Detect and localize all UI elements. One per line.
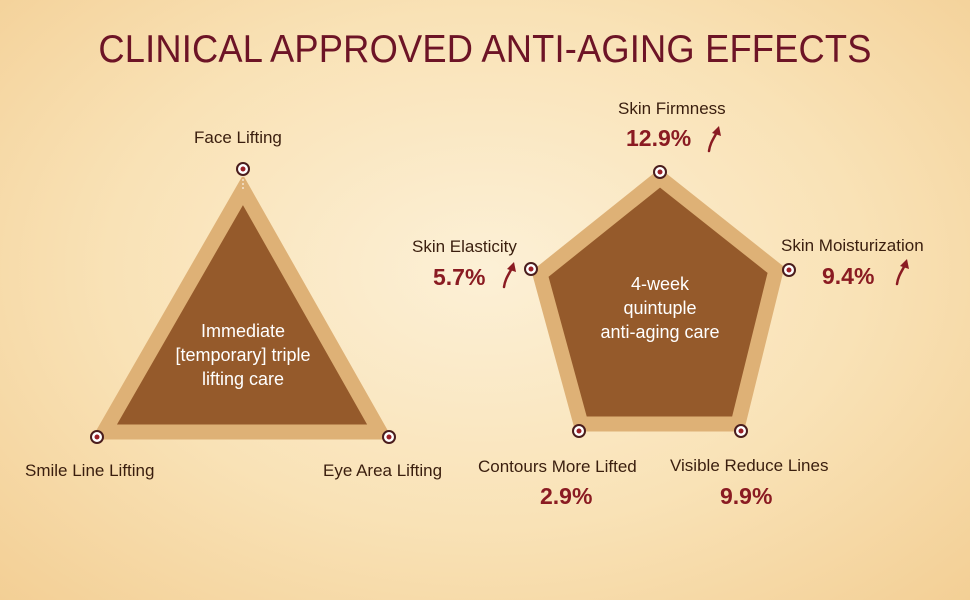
label-contours-more-lifted: Contours More Lifted	[478, 457, 637, 476]
node-dot-icon	[236, 162, 250, 176]
value-visible-reduce-lines: 9.9%	[720, 483, 773, 509]
node-dot-icon	[90, 430, 104, 444]
pentagon-center-line: anti-aging care	[600, 322, 720, 342]
pentagon-center-line: 4-week	[630, 274, 690, 294]
value-skin-elasticity: 5.7%	[433, 264, 486, 290]
label-skin-firmness: Skin Firmness	[618, 99, 726, 118]
triangle-center-line: lifting care	[201, 369, 285, 389]
pentagon-center-text: 4-week quintuple anti-aging care	[560, 272, 760, 344]
triangle-center-text: Immediate [temporary] triple lifting car…	[143, 319, 343, 391]
pentagon-shape	[531, 168, 785, 432]
value-contours-more-lifted: 2.9%	[540, 483, 593, 509]
label-visible-reduce-lines: Visible Reduce Lines	[670, 456, 829, 475]
up-arrow-icon	[707, 126, 721, 153]
pentagon-center-line: quintuple	[623, 298, 697, 318]
label-smile-line-lifting: Smile Line Lifting	[25, 461, 155, 480]
value-skin-moisturization: 9.4%	[822, 263, 875, 289]
value-skin-firmness: 12.9%	[626, 125, 692, 151]
triangle-center-line: Immediate	[200, 321, 286, 341]
triangle-shape	[91, 174, 393, 440]
label-eye-area-lifting: Eye Area Lifting	[323, 461, 443, 480]
node-dot-icon	[524, 262, 538, 276]
node-dot-icon	[382, 430, 396, 444]
up-arrow-icon	[502, 262, 516, 289]
node-dot-icon	[572, 424, 586, 438]
label-face-lifting: Face Lifting	[194, 128, 282, 147]
label-skin-moisturization: Skin Moisturization	[781, 236, 924, 255]
node-dot-icon	[782, 263, 796, 277]
triangle-center-line: [temporary] triple	[175, 345, 311, 365]
label-skin-elasticity: Skin Elasticity	[412, 237, 517, 256]
page-title: CLINICAL APPROVED ANTI-AGING EFFECTS	[98, 28, 872, 71]
node-dot-icon	[653, 165, 667, 179]
node-dot-icon	[734, 424, 748, 438]
up-arrow-icon	[895, 259, 909, 286]
